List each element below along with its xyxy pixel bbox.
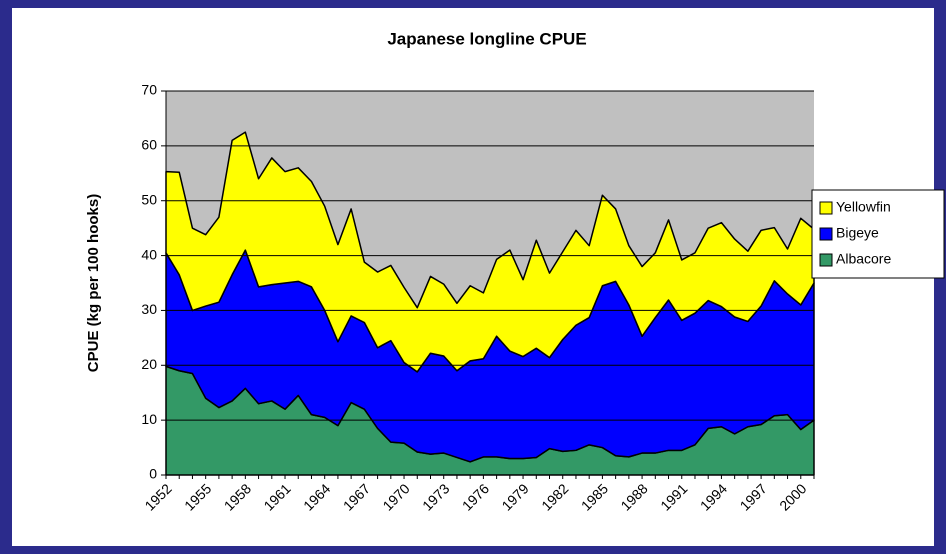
y-tick-label: 50 (141, 191, 157, 207)
y-tick-label: 20 (141, 356, 157, 372)
y-tick-label: 70 (141, 82, 157, 98)
legend-swatch (819, 227, 833, 241)
y-tick-label: 60 (141, 137, 157, 153)
legend-box (811, 189, 945, 279)
y-tick-label: 0 (149, 466, 157, 482)
legend-label: Yellowfin (836, 199, 891, 215)
y-axis-label: CPUE (kg per 100 hooks) (85, 194, 102, 372)
area (165, 131, 815, 373)
legend-label: Bigeye (836, 225, 879, 241)
y-tick-label: 40 (141, 246, 157, 262)
legend-label: Albacore (836, 251, 891, 267)
y-tick-label: 10 (141, 411, 157, 427)
chart-title: Japanese longline CPUE (387, 29, 586, 48)
legend-swatch (819, 253, 833, 267)
legend-swatch (819, 201, 833, 215)
y-tick-label: 30 (141, 301, 157, 317)
